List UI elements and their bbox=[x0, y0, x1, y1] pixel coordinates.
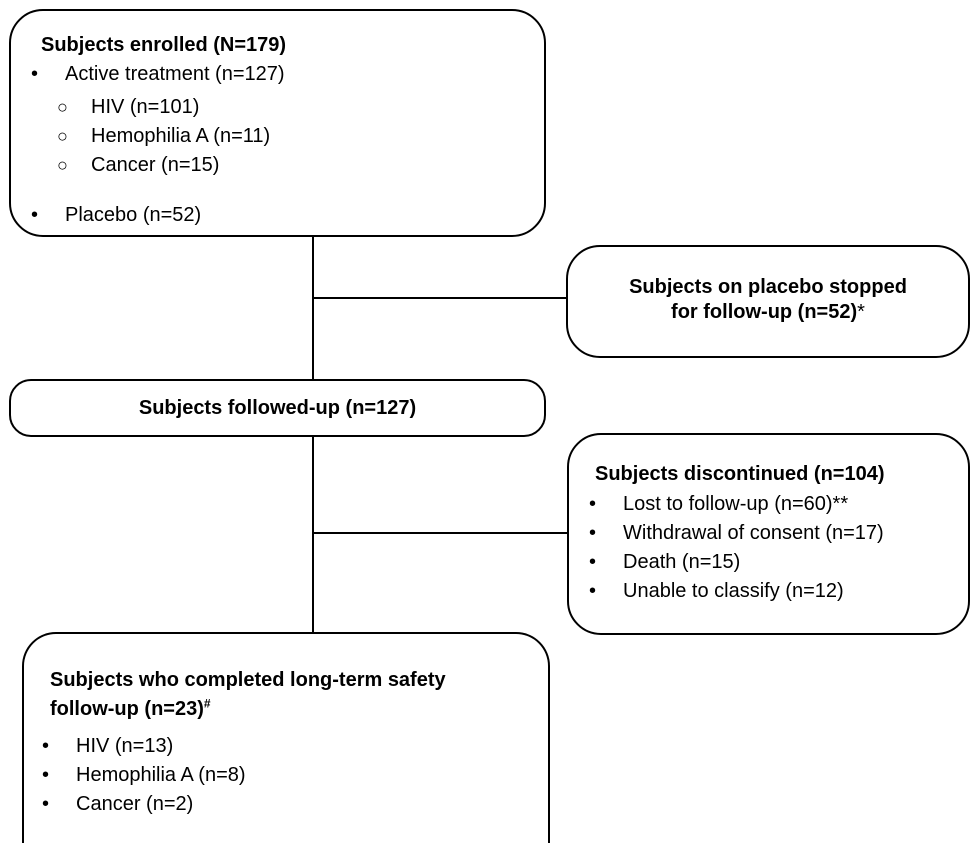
completed-item: HIV (n=13) bbox=[42, 734, 246, 759]
followed-title: Subjects followed-up (n=127) bbox=[138, 397, 417, 419]
discontinued-item: Unable to classify (n=12) bbox=[589, 579, 884, 604]
discontinued-title: Subjects discontinued (n=104) bbox=[595, 463, 885, 485]
connector-followed-to-completed bbox=[312, 435, 314, 635]
enrolled-sub-cancer: Cancer (n=15) bbox=[57, 153, 270, 178]
discontinued-box: Subjects discontinued (n=104) Lost to fo… bbox=[567, 433, 970, 635]
enrolled-sub-hemophilia: Hemophilia A (n=11) bbox=[57, 124, 270, 149]
placebo-stopped-box: Subjects on placebo stopped for follow-u… bbox=[566, 245, 970, 358]
enrolled-box: Subjects enrolled (N=179) Active treatme… bbox=[9, 9, 546, 237]
completed-mark: # bbox=[203, 696, 211, 711]
completed-item: Cancer (n=2) bbox=[42, 792, 246, 817]
placebo-stopped-mark: * bbox=[857, 301, 865, 323]
completed-title-line1: Subjects who completed long-term safety bbox=[50, 669, 446, 691]
enrolled-sub-hiv: HIV (n=101) bbox=[57, 95, 270, 120]
placebo-stopped-line2: for follow-up (n=52) bbox=[671, 301, 858, 323]
placebo-stopped-text: Subjects on placebo stopped for follow-u… bbox=[568, 275, 968, 325]
completed-title-line2: follow-up (n=23) bbox=[50, 698, 204, 720]
connector-to-discontinued bbox=[312, 532, 569, 534]
completed-box: Subjects who completed long-term safety … bbox=[22, 632, 550, 843]
connector-to-placebo-stopped bbox=[312, 297, 568, 299]
enrolled-placebo: Placebo (n=52) bbox=[31, 203, 201, 228]
discontinued-item: Lost to follow-up (n=60)** bbox=[589, 492, 884, 517]
enrolled-title: Subjects enrolled (N=179) bbox=[41, 34, 287, 56]
discontinued-item: Death (n=15) bbox=[589, 550, 884, 575]
placebo-stopped-line2-wrap: for follow-up (n=52)* bbox=[568, 300, 968, 325]
placebo-stopped-line1: Subjects on placebo stopped bbox=[629, 276, 907, 298]
discontinued-item: Withdrawal of consent (n=17) bbox=[589, 521, 884, 546]
completed-title-line2-wrap: follow-up (n=23)# bbox=[50, 695, 446, 724]
connector-enrolled-to-followed bbox=[312, 235, 314, 381]
enrolled-active: Active treatment (n=127) bbox=[31, 62, 285, 87]
followed-box: Subjects followed-up (n=127) bbox=[9, 379, 546, 437]
completed-item: Hemophilia A (n=8) bbox=[42, 763, 246, 788]
completed-title: Subjects who completed long-term safety … bbox=[50, 666, 446, 724]
